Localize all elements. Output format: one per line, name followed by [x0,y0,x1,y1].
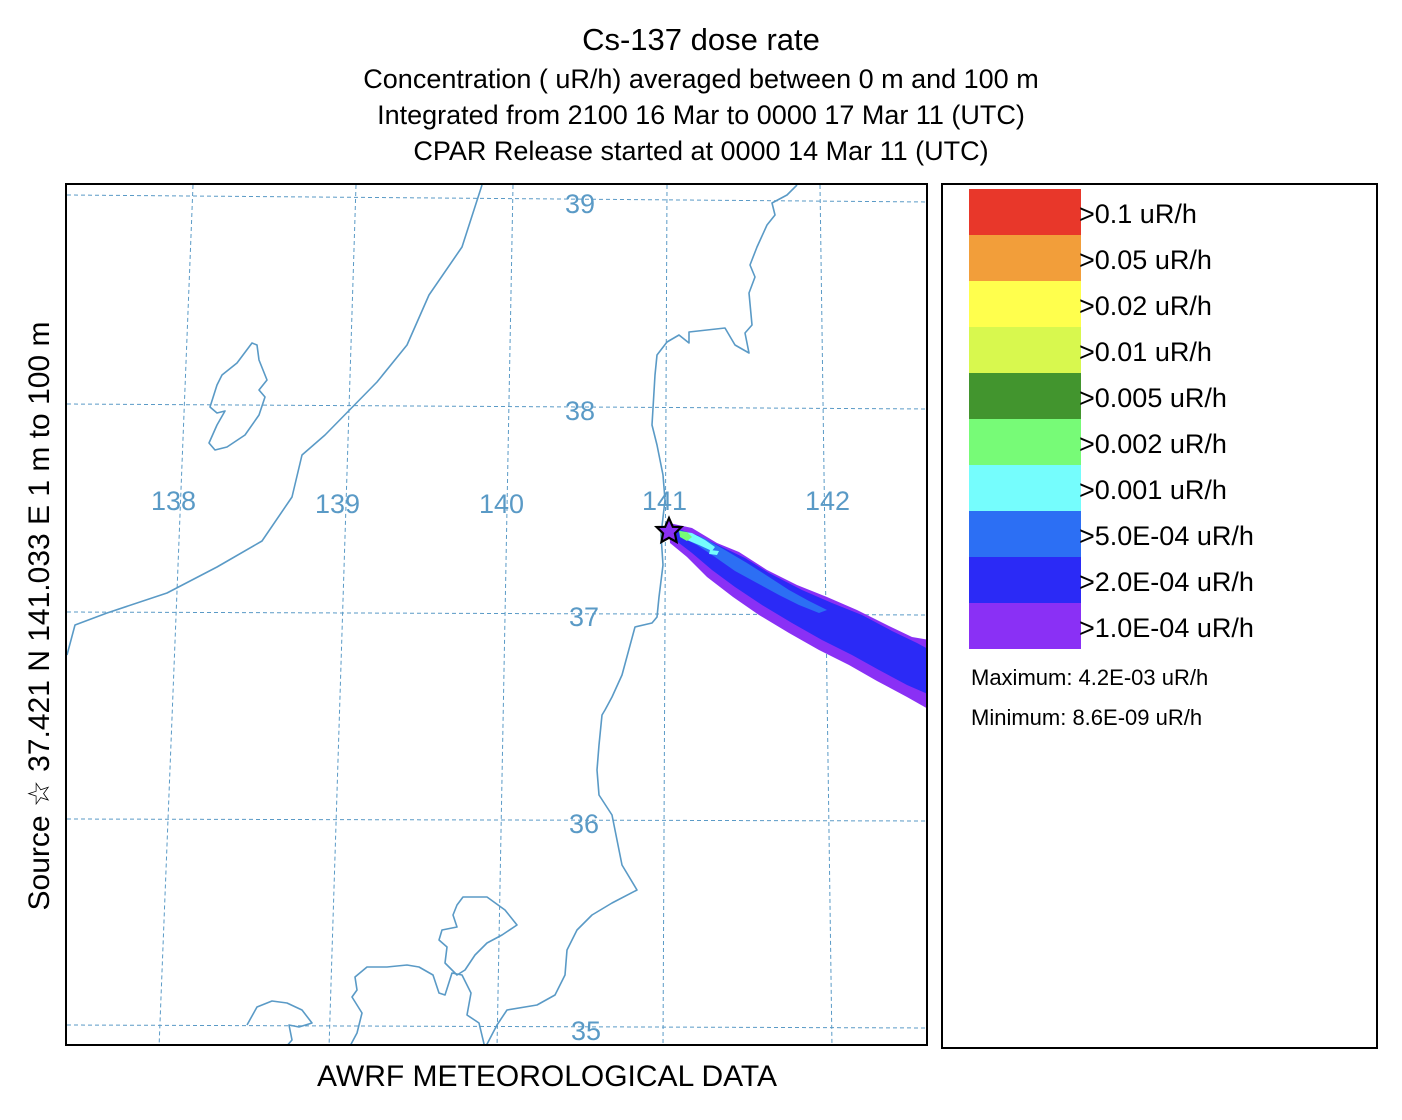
meteorological-data-label: AWRF METEOROLOGICAL DATA [317,1060,778,1093]
legend-item: >5.0E-04 uR/h [969,511,1369,557]
legend-item: >0.05 uR/h [969,235,1369,281]
legend-label: >0.1 uR/h [1079,199,1197,229]
legend-label: >0.001 uR/h [1079,475,1227,505]
grid-line-lat-39 [67,194,926,203]
legend-swatch [969,603,1081,649]
plume-contour-0.002 [679,531,692,541]
map-canvas: 39 38 37 36 35 138 139 140 141 142 [67,185,926,1046]
legend-swatch [969,465,1081,511]
lon-label-141: 141 [642,486,687,516]
subtitle-concentration: Concentration ( uR/h) averaged between 0… [363,64,1039,94]
dispersion-plume [669,523,926,708]
legend-swatch [969,281,1081,327]
coastline-boso [438,896,518,976]
legend-label: >1.0E-04 uR/h [1079,613,1254,643]
grid-line-lon-140 [496,185,514,1044]
lat-label-37: 37 [569,602,599,632]
grid-line-lon-138 [158,185,194,1044]
minimum-value: Minimum: 8.6E-09 uR/h [971,705,1203,730]
legend-label: >0.02 uR/h [1079,291,1212,321]
legend-item: >1.0E-04 uR/h [969,603,1369,649]
lon-label-140: 140 [479,489,524,519]
grid-line-lon-141 [662,185,668,1044]
legend-swatch [969,327,1081,373]
legend-label: >5.0E-04 uR/h [1079,521,1254,551]
legend-item: >0.002 uR/h [969,419,1369,465]
legend-item: >0.02 uR/h [969,281,1369,327]
legend-label: >2.0E-04 uR/h [1079,567,1254,597]
longitude-grid [158,185,833,1044]
lon-label-138: 138 [151,486,196,516]
legend-item: >0.01 uR/h [969,327,1369,373]
lat-label-36: 36 [569,809,599,839]
grid-line-lat-36 [67,818,926,822]
legend-panel: >0.1 uR/h >0.05 uR/h >0.02 uR/h >0.01 uR… [941,183,1378,1049]
legend-item: >0.1 uR/h [969,189,1369,235]
lon-label-139: 139 [315,489,360,519]
legend-swatch [969,373,1081,419]
legend-swatch [969,511,1081,557]
lat-label-39: 39 [565,189,595,219]
coastline-east-honshu [486,185,798,1044]
coastline-sado-island [208,342,268,451]
lat-label-35: 35 [571,1016,601,1046]
legend-label: >0.01 uR/h [1079,337,1212,367]
legend-item: >0.005 uR/h [969,373,1369,419]
legend-swatch [969,189,1081,235]
lat-label-38: 38 [565,396,595,426]
legend-label: >0.05 uR/h [1079,245,1212,275]
legend-label: >0.002 uR/h [1079,429,1227,459]
maximum-value: Maximum: 4.2E-03 uR/h [971,665,1209,690]
star-icon [653,515,685,545]
chart-title: Cs-137 dose rate [582,22,820,57]
grid-line-lat-38 [67,403,926,410]
legend-item: >2.0E-04 uR/h [969,557,1369,603]
coastlines [67,185,798,1044]
subtitle-integration: Integrated from 2100 16 Mar to 0000 17 M… [377,100,1025,130]
coastline-west-honshu [67,185,483,656]
subtitle-release: CPAR Release started at 0000 14 Mar 11 (… [413,136,989,166]
coastline-izu [246,1000,313,1044]
legend-label: >0.005 uR/h [1079,383,1227,413]
coastline-tokyo-bay [350,964,485,1044]
map-panel[interactable]: 39 38 37 36 35 138 139 140 141 142 [65,183,928,1046]
lon-label-142: 142 [805,486,850,516]
source-location-label: Source ☆ 37.421 N 141.033 E 1 m to 100 m [23,321,56,911]
legend-swatch [969,235,1081,281]
grid-line-lon-142 [819,185,833,1044]
legend-swatch [969,557,1081,603]
grid-line-lat-35 [67,1024,926,1029]
legend-swatch [969,419,1081,465]
grid-line-lon-139 [328,185,357,1044]
plume-contour-0.001-b [709,550,719,555]
legend-item: >0.001 uR/h [969,465,1369,511]
grid-line-lat-37 [67,611,926,616]
